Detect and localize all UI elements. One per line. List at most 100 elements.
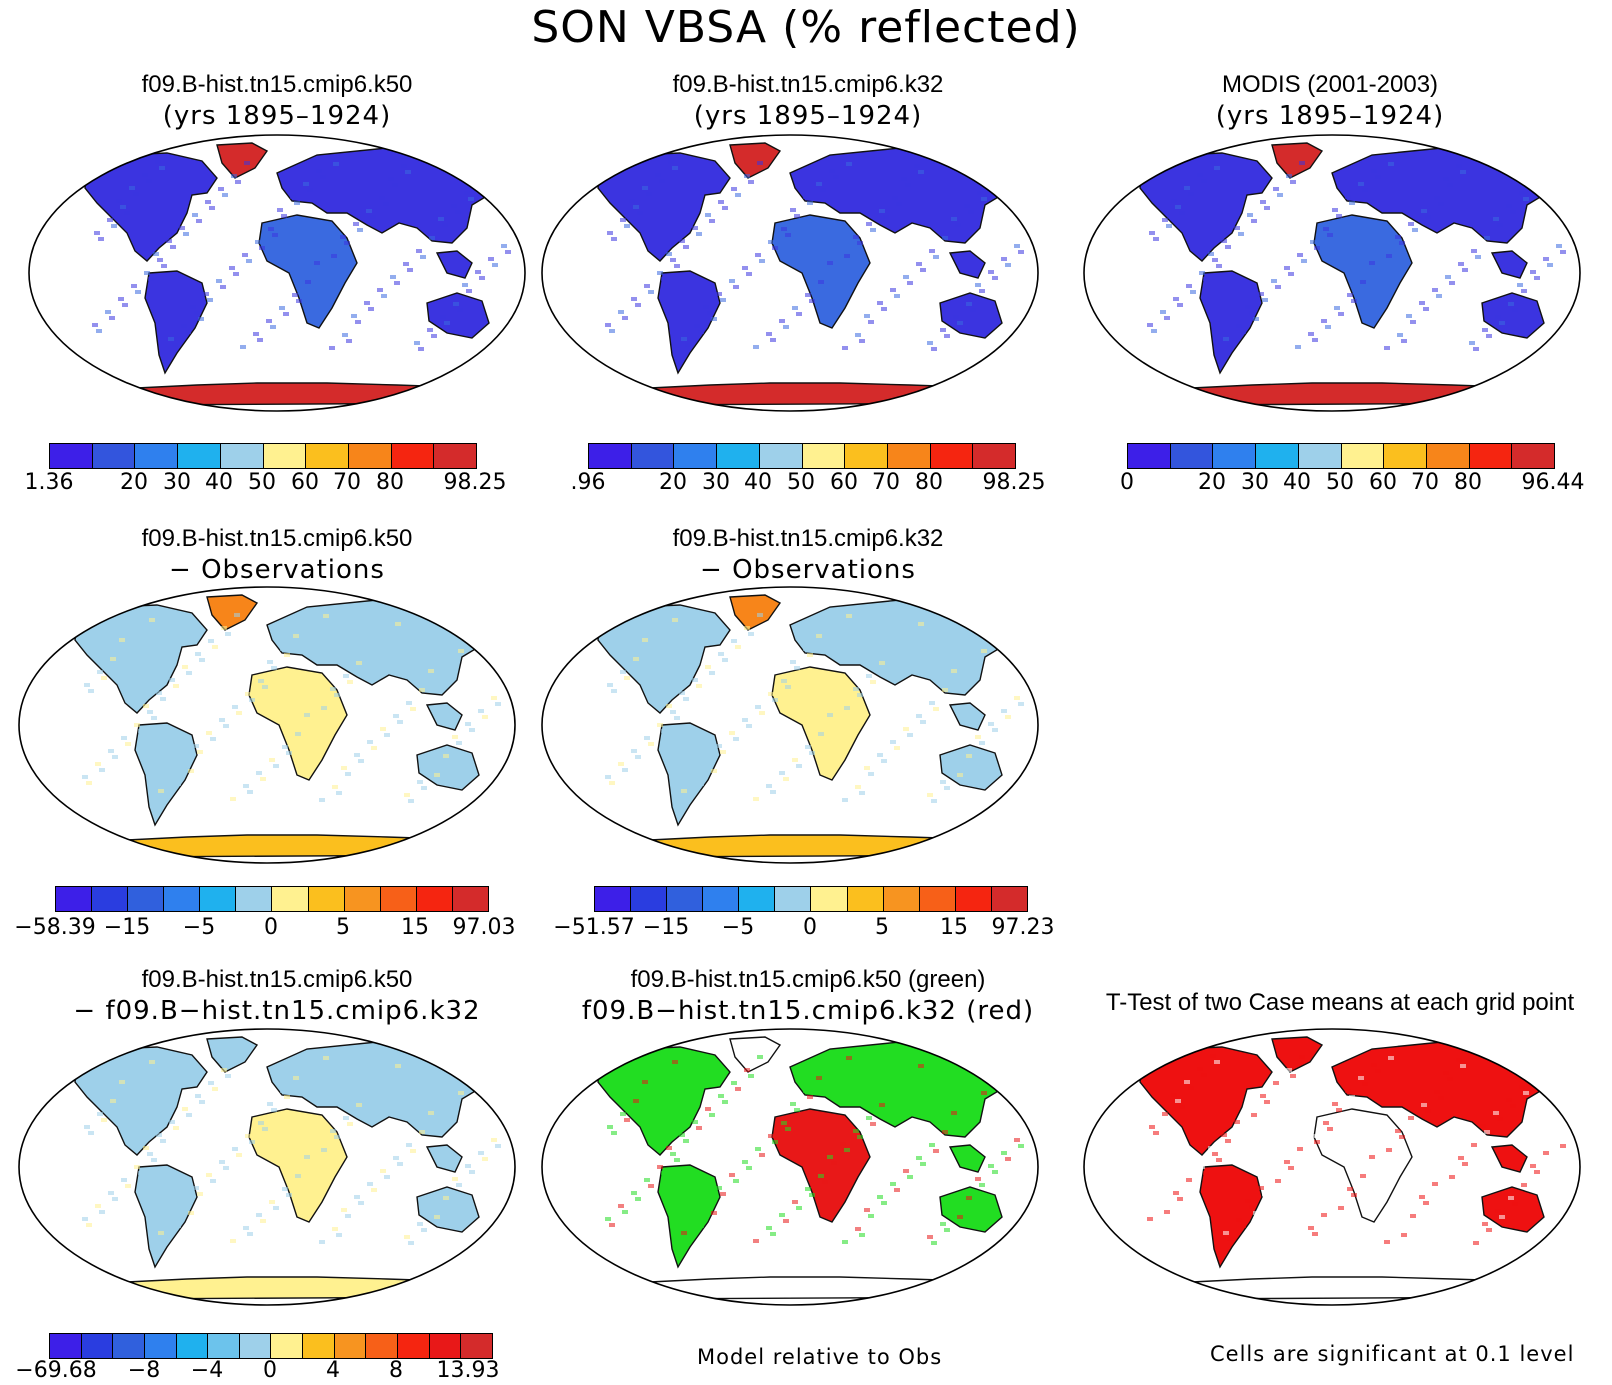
grid-cell [447,760,453,764]
grid-cell [785,1127,791,1131]
grid-cell [1253,1211,1259,1215]
grid-cell [1147,323,1153,327]
grid-cell [232,1147,238,1151]
grid-cell [818,280,824,284]
grid-cell [494,171,500,175]
grid-cell [1523,197,1529,201]
grid-cell [816,182,822,186]
grid-cell [1003,617,1009,621]
grid-cell [188,1211,194,1215]
grid-cell [920,720,926,724]
grid-cell [1308,1226,1314,1230]
colorbar-swatch [674,444,718,468]
tick-label: 5 [875,915,889,940]
grid-cell [1545,165,1551,169]
grid-cell [240,345,246,349]
colorbar-swatch [236,887,273,911]
grid-cell [648,742,654,746]
grid-cell [605,1217,611,1221]
grid-cell [77,610,83,614]
grid-cell [1484,236,1490,240]
grid-cell [766,1226,772,1230]
greenland [729,142,782,179]
grid-cell [267,660,273,664]
colorbar-swatch [398,1334,430,1358]
grid-cell [1336,214,1342,218]
grid-cell [371,1188,377,1192]
grid-cell [391,1058,397,1062]
grid-cell [1016,794,1022,798]
grid-cell [1299,161,1305,165]
grid-cell [168,337,174,341]
grid-cell [994,1078,1000,1082]
grid-cell [827,1155,833,1159]
colorbar-swatch [348,444,392,468]
grid-cell [233,272,239,276]
grid-cell [805,293,811,297]
grid-cell [330,1129,336,1133]
grid-cell [1197,1067,1203,1071]
grid-cell [618,310,624,314]
australia [1481,1186,1545,1233]
grid-cell [281,214,287,218]
grid-cell [505,250,511,254]
grid-cell [269,758,275,762]
grid-cell [1408,1116,1414,1120]
grid-cell [236,711,242,715]
grid-cell [465,722,471,726]
tick-label: −4 [190,1358,224,1383]
panel-title-line2: − Observations [169,555,385,585]
grid-cell [1360,280,1366,284]
grid-cell [840,700,846,704]
grid-cell [138,1171,144,1175]
grid-cell [1560,250,1566,254]
grid-cell [1184,1080,1190,1084]
greenland [1271,142,1324,179]
grid-cell [417,780,423,784]
grid-cell [796,1206,802,1210]
grid-cell [242,253,248,257]
grid-cell [1005,1157,1011,1161]
grid-cell [746,272,752,276]
grid-cell [633,657,639,661]
colorbar-swatch [1170,444,1214,468]
colorbar-swatch [303,1334,335,1358]
grid-cell [1179,211,1185,215]
grid-cell [86,781,92,785]
grid-cell [427,328,433,332]
grid-cell [160,1139,166,1143]
grid-cell [434,773,440,777]
land-layer [74,594,501,858]
grid-cell [332,1227,338,1231]
grid-cell [193,1186,199,1190]
grid-cell [380,727,386,731]
tick-label: −58.39 [14,915,96,940]
greenland [1271,1036,1324,1073]
grid-cell [192,213,198,217]
south-america [144,270,208,375]
grid-cell [295,1174,301,1178]
panel-title-line2: f09.B−hist.tn15.cmip6.k32 (red) [581,996,1035,1026]
panel-title-line1: f09.B-hist.tn15.cmip6.k32 [672,525,944,552]
grid-cell [903,727,909,731]
grid-cell [772,698,778,702]
grid-cell [383,202,389,206]
grid-cell [171,776,177,780]
colorbar-swatch [991,887,1027,911]
tick-label: 60 [1369,470,1397,495]
grid-cell [112,755,118,759]
grid-cell [97,670,103,674]
grid-cell [125,1184,131,1188]
tick-label: 70 [1411,470,1439,495]
colorbar-swatch [887,444,931,468]
colorbar-swatch [334,1334,367,1358]
colorbar-swatch [164,887,201,911]
grid-cell [143,1146,149,1150]
grid-cell [759,259,765,263]
grid-cell [1360,1174,1366,1178]
panel-title-line1: MODIS (2001-2003) [1221,71,1439,98]
colorbar-swatch [919,887,956,911]
grid-cell [1253,317,1259,321]
colorbar-swatch [845,444,888,468]
grid-cell [855,785,861,789]
